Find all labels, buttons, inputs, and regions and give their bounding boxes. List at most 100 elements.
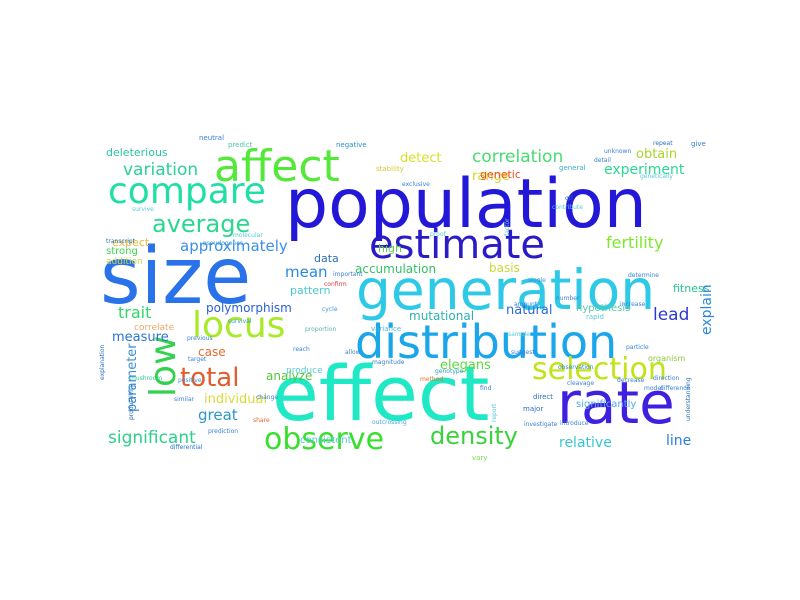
word-stability: stability [376,165,404,173]
word-effect: effect [272,349,489,438]
word-negative: negative [336,141,367,149]
word-observation: observation [558,364,594,371]
word-explain: explain [699,284,715,335]
word-confirm: confirm [324,281,347,288]
word-distribution: distribution [355,315,617,369]
word-decrease: decrease [617,377,645,384]
word-repeat: repeat [653,140,673,147]
word-share: share [253,417,270,424]
word-pattern: pattern [290,284,330,297]
word-number: number [556,295,580,302]
word-positive: positive [178,377,202,384]
word-generation: generation [356,258,655,322]
word-addition: addition [106,257,143,267]
word-deleterious: deleterious [106,146,168,159]
word-basis: basis [489,261,520,275]
word-factor: factor [504,218,511,236]
word-size: size [100,232,251,322]
word-great: great [198,406,238,424]
word-suggest: suggest [511,349,535,356]
word-high: high [378,242,402,255]
word-understanding: understanding [685,377,692,421]
word-model: model [644,385,663,392]
word-particle: particle [626,344,649,351]
word-relative: relative [559,435,612,451]
word-predict: predict [228,141,253,149]
word-single: single [528,277,546,284]
word-productivity: productivity [128,384,135,420]
word-differential: differential [170,444,203,451]
word-correlation: correlation [472,147,563,167]
word-data: data [314,252,339,265]
word-general: general [559,164,586,172]
word-locus: locus [192,305,285,346]
word-fitness: fitness [673,282,710,295]
word-survive: survive [132,206,154,213]
word-low: low [143,336,184,397]
word-genetic: genetic [480,168,521,181]
word-lead: lead [653,305,689,325]
word-estimate: estimate [369,222,545,268]
word-density: density [430,422,518,450]
word-accumulation: accumulation [355,262,436,276]
word-rate: rate [557,369,675,437]
word-reach: reach [293,346,310,353]
word-allow: allow [345,349,361,356]
word-investigate: investigate [524,421,558,428]
word-pseudogenes: pseudogenes [203,240,243,247]
word-transcript: transcript [106,238,136,245]
word-analyze: analyze [266,369,312,383]
word-difference: difference [660,385,690,392]
word-mushroom: mushroom [130,375,162,382]
word-magnitude: magnitude [372,359,405,366]
word-similar: similar [174,396,195,403]
word-variation: variation [123,160,198,180]
word-exclusive: exclusive [402,181,430,188]
word-genetically: genetically [640,173,673,180]
word-survival: survival [228,318,252,325]
word-major: major [523,405,543,413]
word-case: case [198,345,226,359]
word-expect: expect [112,236,150,249]
word-report: report [491,403,498,422]
word-line: line [666,433,691,449]
word-unknown: unknown [604,148,631,155]
word-determine: determine [628,272,659,279]
word-detail: detail [594,157,611,164]
word-produce: produce [286,366,323,376]
word-parameter: parameter [125,343,140,412]
word-contribute: contribute [552,204,583,211]
word-direct: direct [533,393,553,401]
word-previous: previous [187,335,213,342]
word-significant: significant [108,428,196,448]
word-population: population [285,165,647,244]
word-cleavage: cleavage [567,380,594,387]
word-find: find [480,385,492,392]
word-compare: compare [108,171,266,212]
word-give: give [691,140,706,148]
word-experiment: experiment [604,162,685,178]
word-variance: variance [371,325,401,333]
word-vary: vary [472,454,487,462]
word-approximately: approximately [180,237,288,255]
word-proportion: proportion [305,326,336,333]
word-affect: affect [214,141,340,192]
word-rapid: rapid [586,313,604,321]
word-polymorphism: polymorphism [206,301,292,315]
word-correlate: correlate [134,323,175,333]
word-cycle: cycle [322,306,338,313]
word-neutral: neutral [199,134,224,142]
word-natural: natural [506,303,552,318]
word-significantly: significantly [576,399,636,410]
word-increase: increase [620,301,646,308]
word-mean: mean [285,263,328,281]
word-molecular: molecular [233,232,263,239]
word-individual: individual [204,392,267,407]
word-proof: proof [430,231,446,238]
word-fertility: fertility [606,233,663,252]
word-average: average [152,210,250,238]
word-prediction: prediction [208,428,238,435]
